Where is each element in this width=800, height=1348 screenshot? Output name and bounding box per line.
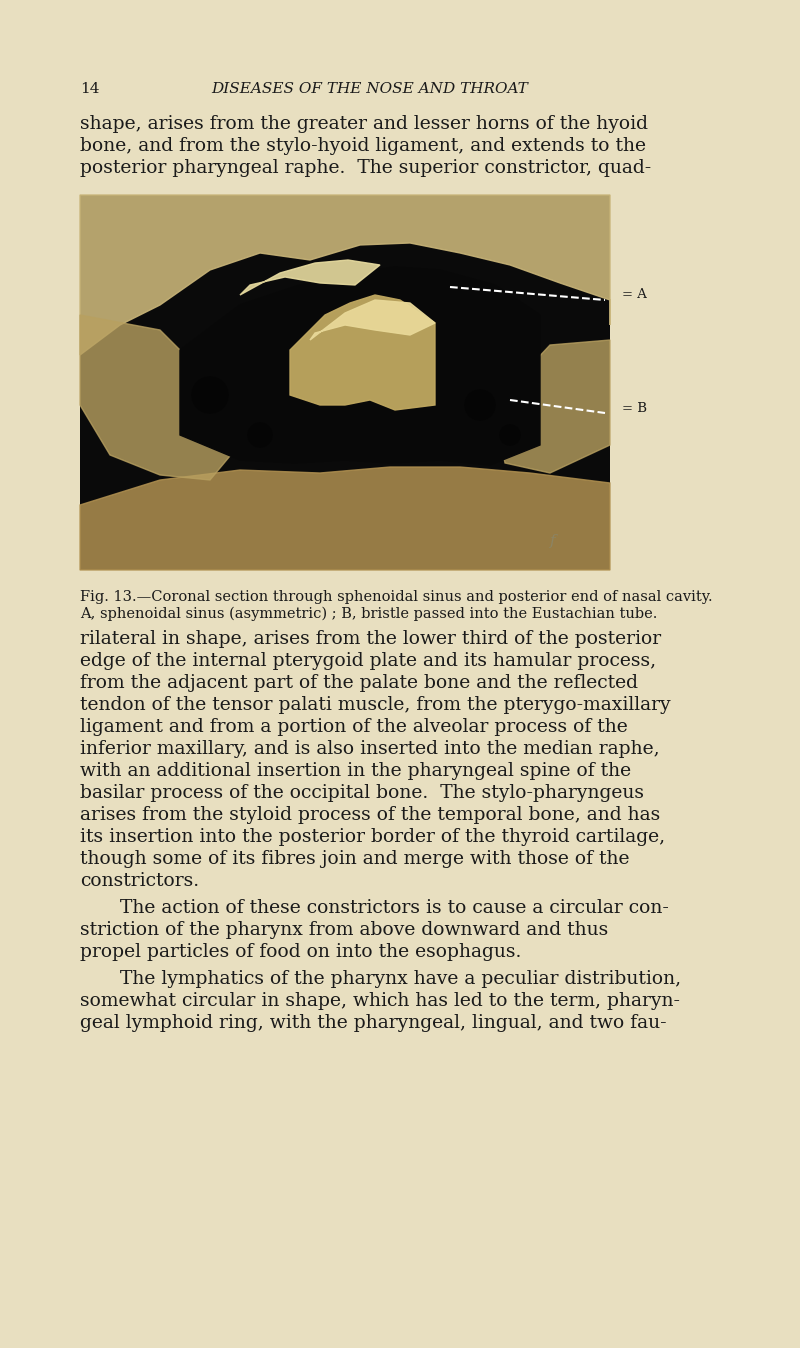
Text: = B: = B	[622, 402, 647, 414]
Circle shape	[192, 377, 228, 412]
Text: posterior pharyngeal raphe.  The superior constrictor, quad-: posterior pharyngeal raphe. The superior…	[80, 159, 651, 177]
Polygon shape	[290, 295, 435, 410]
Text: bone, and from the stylo-hyoid ligament, and extends to the: bone, and from the stylo-hyoid ligament,…	[80, 137, 646, 155]
Text: though some of its fibres join and merge with those of the: though some of its fibres join and merge…	[80, 851, 630, 868]
Text: shape, arises from the greater and lesser horns of the hyoid: shape, arises from the greater and lesse…	[80, 115, 648, 133]
Text: propel particles of food on into the esophagus.: propel particles of food on into the eso…	[80, 944, 522, 961]
Text: tendon of the tensor palati muscle, from the pterygo-maxillary: tendon of the tensor palati muscle, from…	[80, 696, 670, 714]
Circle shape	[500, 425, 520, 445]
Text: The action of these constrictors is to cause a circular con-: The action of these constrictors is to c…	[120, 899, 669, 917]
Bar	[80, 195, 610, 570]
Text: ligament and from a portion of the alveolar process of the: ligament and from a portion of the alveo…	[80, 718, 628, 736]
Polygon shape	[80, 195, 610, 355]
Text: The lymphatics of the pharynx have a peculiar distribution,: The lymphatics of the pharynx have a pec…	[120, 971, 681, 988]
Text: DISEASES OF THE NOSE AND THROAT: DISEASES OF THE NOSE AND THROAT	[212, 82, 528, 96]
Polygon shape	[495, 340, 610, 473]
Text: arises from the styloid process of the temporal bone, and has: arises from the styloid process of the t…	[80, 806, 660, 824]
Text: its insertion into the posterior border of the thyroid cartilage,: its insertion into the posterior border …	[80, 828, 665, 847]
Text: A, sphenoidal sinus (asymmetric) ; B, bristle passed into the Eustachian tube.: A, sphenoidal sinus (asymmetric) ; B, br…	[80, 607, 658, 621]
Text: from the adjacent part of the palate bone and the reflected: from the adjacent part of the palate bon…	[80, 674, 638, 692]
Text: geal lymphoid ring, with the pharyngeal, lingual, and two fau-: geal lymphoid ring, with the pharyngeal,…	[80, 1014, 666, 1033]
Text: striction of the pharynx from above downward and thus: striction of the pharynx from above down…	[80, 921, 608, 940]
Text: inferior maxillary, and is also inserted into the median raphe,: inferior maxillary, and is also inserted…	[80, 740, 660, 758]
Circle shape	[465, 390, 495, 421]
Text: rilateral in shape, arises from the lower third of the posterior: rilateral in shape, arises from the lowe…	[80, 630, 661, 648]
Text: edge of the internal pterygoid plate and its hamular process,: edge of the internal pterygoid plate and…	[80, 652, 656, 670]
Text: = A: = A	[622, 288, 647, 302]
Polygon shape	[180, 267, 540, 465]
Text: basilar process of the occipital bone.  The stylo-pharyngeus: basilar process of the occipital bone. T…	[80, 785, 644, 802]
Text: somewhat circular in shape, which has led to the term, pharyn-: somewhat circular in shape, which has le…	[80, 992, 680, 1010]
Circle shape	[248, 423, 272, 448]
Polygon shape	[240, 260, 380, 295]
Polygon shape	[80, 315, 235, 480]
Text: 14: 14	[80, 82, 99, 96]
Text: constrictors.: constrictors.	[80, 872, 199, 890]
Text: with an additional insertion in the pharyngeal spine of the: with an additional insertion in the phar…	[80, 762, 631, 780]
Polygon shape	[80, 466, 610, 570]
Text: f: f	[550, 534, 556, 549]
Polygon shape	[310, 301, 435, 340]
Text: Fig. 13.—Coronal section through sphenoidal sinus and posterior end of nasal cav: Fig. 13.—Coronal section through sphenoi…	[80, 590, 713, 604]
